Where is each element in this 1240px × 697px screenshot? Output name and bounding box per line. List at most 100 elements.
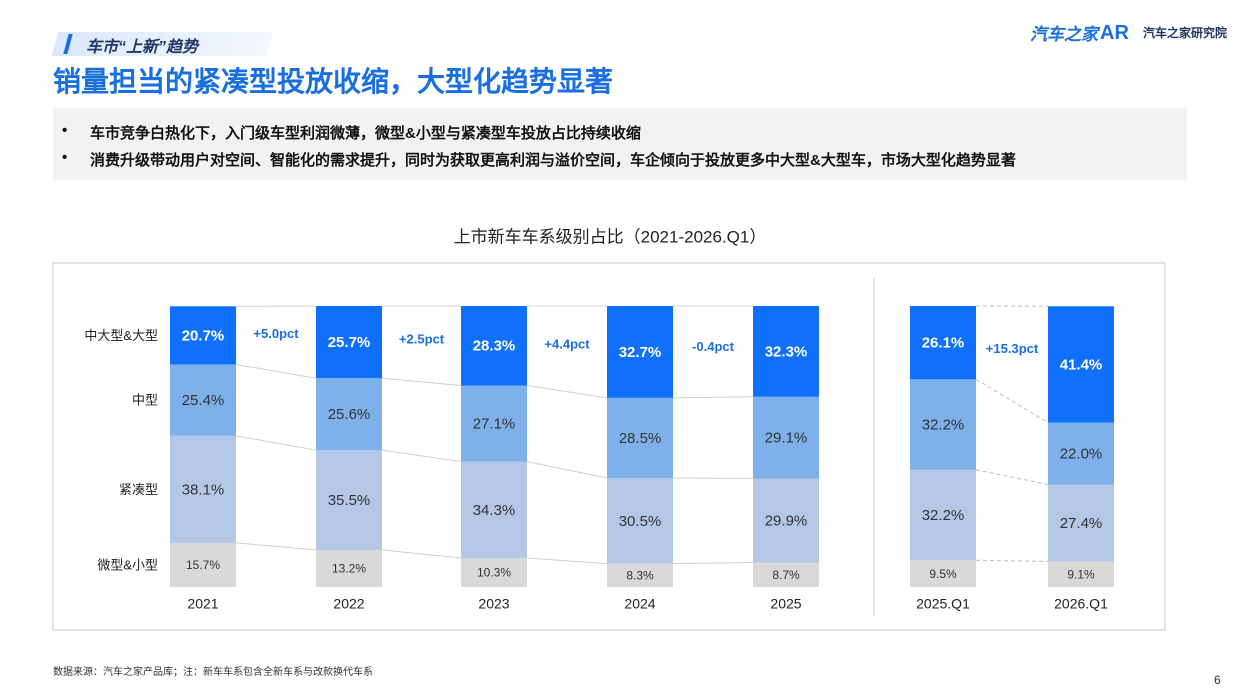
x-tick-label: 2022 [333, 596, 364, 612]
legend-label: 微型&小型 [97, 557, 158, 572]
bar-segment [170, 435, 236, 543]
bar-segment [170, 306, 236, 365]
bar-segment [316, 306, 382, 379]
bar-segment [753, 562, 819, 587]
connector [672, 477, 754, 480]
value-label: 30.5% [619, 513, 662, 530]
value-label: 15.7% [186, 558, 220, 572]
x-tick-label: 2024 [624, 596, 655, 612]
bar-segment [316, 378, 382, 451]
bar-segment [910, 379, 976, 470]
bar-segment [1048, 422, 1114, 485]
value-label: 22.0% [1060, 445, 1103, 462]
headline: 销量担当的紧凑型投放收缩，大型化趋势显著 [53, 66, 614, 97]
connector [235, 542, 317, 551]
value-label: 28.3% [473, 338, 516, 355]
value-label: 27.1% [473, 416, 516, 433]
section-tag: 车市“上新”趋势 [86, 39, 199, 56]
bar-segment [316, 549, 382, 587]
connector [975, 378, 1049, 424]
bullet-text: 消费升级带动用户对空间、智能化的需求提升，同时为获取更高利润与溢价空间，车企倾向… [90, 152, 1016, 169]
bar-segment [1048, 561, 1114, 587]
bullet-text: 车市竞争白热化下，入门级车型利润微薄，微型&小型与紧凑型车投放占比持续收缩 [90, 125, 641, 142]
connector [235, 363, 317, 379]
x-tick-label: 2023 [478, 596, 509, 612]
x-tick-label: 2021 [187, 596, 218, 612]
bar-segment [461, 385, 527, 462]
summary-box [53, 108, 1187, 180]
connector [526, 385, 608, 399]
connector [975, 559, 1049, 562]
connector [381, 449, 462, 463]
bullet-dot: • [62, 122, 68, 139]
value-label: 35.5% [328, 492, 371, 509]
legend-label: 紧凑型 [119, 482, 158, 497]
value-label: 9.1% [1067, 567, 1095, 581]
bar-segment [753, 478, 819, 563]
value-label: 32.2% [922, 507, 965, 524]
change-annotation: +2.5pct [399, 331, 445, 346]
x-tick-label: 2025 [770, 596, 801, 612]
change-annotation: +15.3pct [986, 341, 1039, 356]
change-annotation: -0.4pct [692, 339, 735, 354]
value-label: 28.5% [619, 430, 662, 447]
x-tick-label: 2025.Q1 [916, 596, 970, 612]
legend-label: 中型 [132, 393, 158, 408]
bar-segment [607, 306, 673, 398]
bar-segment [607, 477, 673, 564]
change-annotation: +5.0pct [253, 326, 299, 341]
value-label: 27.4% [1060, 515, 1103, 532]
bar-segment [910, 469, 976, 561]
bar-segment [170, 364, 236, 436]
bar-segment [316, 450, 382, 550]
connector [381, 549, 462, 559]
value-label: 38.1% [182, 481, 225, 498]
value-label: 8.7% [772, 568, 800, 582]
change-annotation: +4.4pct [544, 336, 590, 351]
value-label: 25.4% [182, 392, 225, 409]
value-label: 41.4% [1060, 356, 1103, 373]
connector [975, 469, 1049, 485]
value-label: 34.3% [473, 502, 516, 519]
value-label: 25.6% [328, 406, 371, 423]
value-label: 9.5% [929, 567, 957, 581]
logo: 汽车之家 [1030, 25, 1098, 44]
legend-label: 中大型&大型 [84, 328, 158, 343]
x-tick-label: 2026.Q1 [1054, 596, 1108, 612]
chart-title: 上市新车车系级别占比（2021-2026.Q1） [454, 227, 767, 246]
connector [235, 435, 317, 451]
value-label: 13.2% [332, 562, 366, 576]
value-label: 32.2% [922, 417, 965, 434]
bar-segment [910, 560, 976, 587]
source-note: 数据来源：汽车之家产品库；注：新车车系包含全新车系与改款换代车系 [53, 667, 373, 678]
bar-segment [1048, 306, 1114, 423]
logo-mark: AR [1100, 22, 1129, 44]
page-number: 6 [1214, 673, 1221, 687]
bar-segment [910, 306, 976, 380]
bar-segment [607, 397, 673, 478]
value-label: 10.3% [477, 566, 511, 580]
bar-segment [170, 542, 236, 587]
bar-segment [607, 563, 673, 587]
connector [526, 461, 608, 479]
connector [526, 557, 608, 565]
bar-segment [461, 461, 527, 559]
value-label: 32.7% [619, 344, 662, 361]
bar-segment [461, 306, 527, 386]
logo-institute: 汽车之家研究院 [1143, 26, 1228, 40]
value-label: 8.3% [626, 569, 654, 583]
connector [672, 562, 754, 565]
bullet-dot: • [62, 149, 68, 166]
chart-frame [52, 262, 1166, 631]
bar-segment [461, 558, 527, 587]
connector [381, 377, 462, 387]
bar-segment [753, 396, 819, 479]
bar-segment [1048, 484, 1114, 562]
chart: 上市新车车系级别占比（2021-2026.Q1） 15.7% 13.2% 10.3%… [52, 227, 1166, 631]
value-label: 20.7% [182, 327, 225, 344]
connector [672, 396, 754, 399]
bar-segment [753, 306, 819, 397]
value-label: 29.9% [765, 513, 808, 530]
value-label: 29.1% [765, 430, 808, 447]
